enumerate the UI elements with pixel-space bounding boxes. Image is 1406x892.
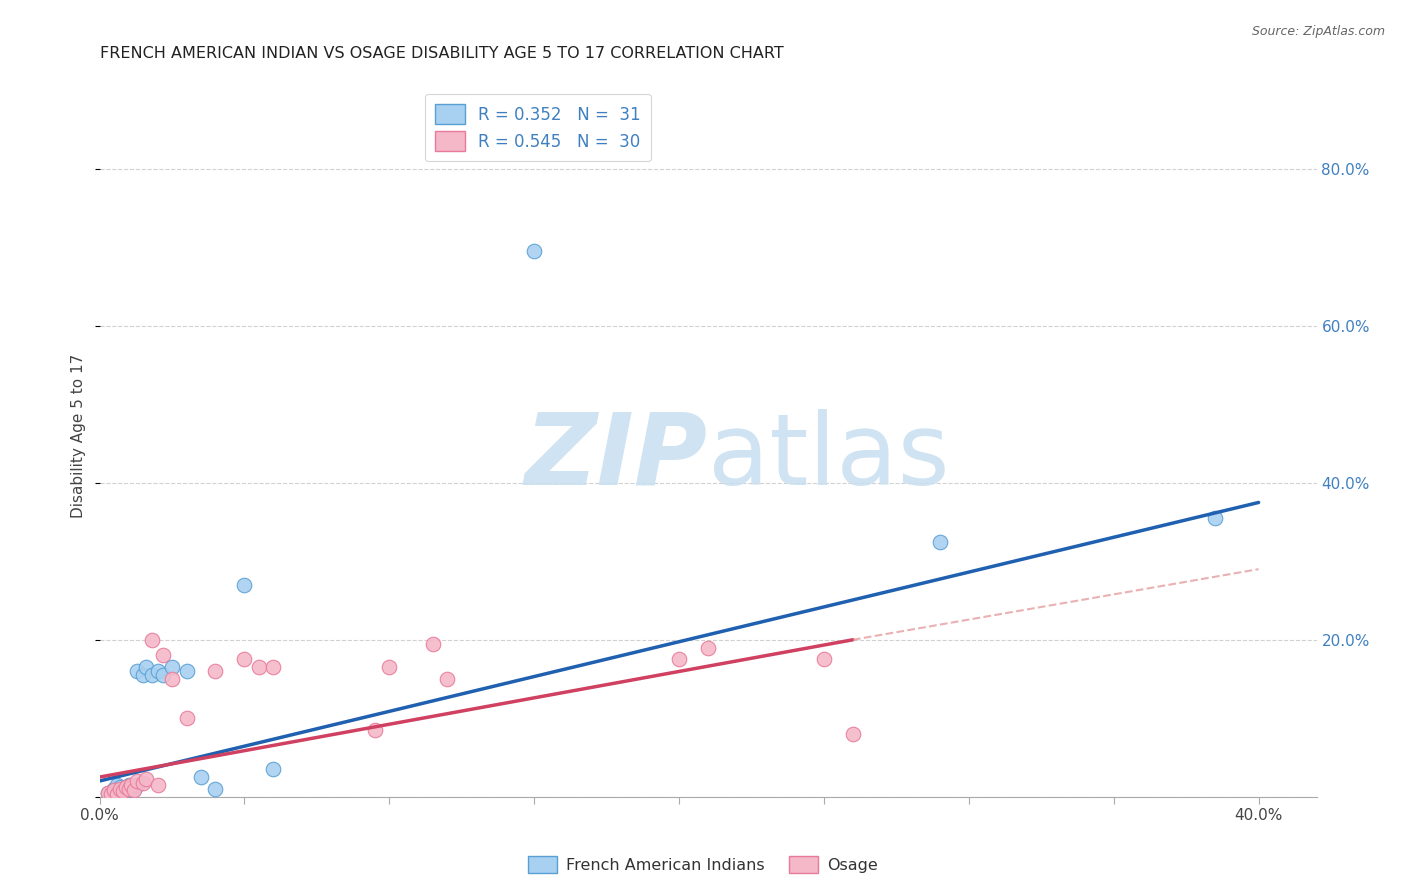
Legend: R = 0.352   N =  31, R = 0.545   N =  30: R = 0.352 N = 31, R = 0.545 N = 30 (425, 94, 651, 161)
Point (422, 637, 444, 651)
Point (523, 244, 546, 259)
Legend: French American Indians, Osage: French American Indians, Osage (522, 849, 884, 880)
Point (97, 786, 120, 800)
Point (132, 775, 155, 789)
Point (204, 781, 226, 796)
Point (842, 727, 865, 741)
Point (141, 668, 163, 682)
Point (152, 648, 174, 663)
Point (233, 578, 256, 592)
Point (378, 660, 401, 674)
Point (135, 660, 157, 674)
Point (105, 787, 128, 801)
Point (120, 780, 142, 795)
Point (114, 781, 136, 796)
Point (105, 778, 128, 792)
Text: FRENCH AMERICAN INDIAN VS OSAGE DISABILITY AGE 5 TO 17 CORRELATION CHART: FRENCH AMERICAN INDIAN VS OSAGE DISABILI… (100, 46, 783, 62)
Point (152, 668, 174, 682)
Point (103, 784, 125, 798)
Point (132, 668, 155, 682)
Point (160, 672, 183, 686)
Point (111, 784, 134, 798)
Point (114, 780, 136, 795)
Point (233, 652, 256, 666)
Point (928, 534, 950, 549)
Point (247, 660, 270, 674)
Point (262, 762, 284, 776)
Point (108, 786, 131, 800)
Point (127, 774, 149, 789)
Point (97, 786, 120, 800)
Point (668, 652, 690, 666)
Point (135, 772, 157, 787)
Point (697, 640, 720, 655)
Point (105, 783, 128, 797)
Text: ZIP: ZIP (524, 409, 709, 506)
Point (127, 778, 149, 792)
Point (103, 781, 125, 796)
Point (108, 780, 131, 795)
Point (127, 664, 149, 678)
Point (436, 672, 458, 686)
Point (103, 783, 125, 797)
Point (111, 783, 134, 797)
Text: Source: ZipAtlas.com: Source: ZipAtlas.com (1251, 25, 1385, 38)
Point (124, 783, 146, 797)
Point (262, 660, 284, 674)
Point (120, 778, 142, 792)
Point (813, 652, 835, 666)
Point (146, 778, 169, 792)
Point (146, 664, 169, 678)
Point (117, 778, 139, 792)
Point (176, 664, 198, 678)
Point (190, 770, 212, 784)
Point (160, 660, 183, 674)
Point (141, 632, 163, 647)
Point (364, 723, 387, 737)
Point (124, 781, 146, 796)
Y-axis label: Disability Age 5 to 17: Disability Age 5 to 17 (72, 353, 86, 518)
Point (100, 787, 122, 801)
Point (108, 781, 131, 796)
Point (100, 787, 122, 801)
Text: atlas: atlas (709, 409, 949, 506)
Point (117, 783, 139, 797)
Point (176, 711, 198, 725)
Point (1204, 511, 1226, 525)
Point (117, 781, 139, 796)
Point (204, 664, 226, 678)
Point (111, 787, 134, 801)
